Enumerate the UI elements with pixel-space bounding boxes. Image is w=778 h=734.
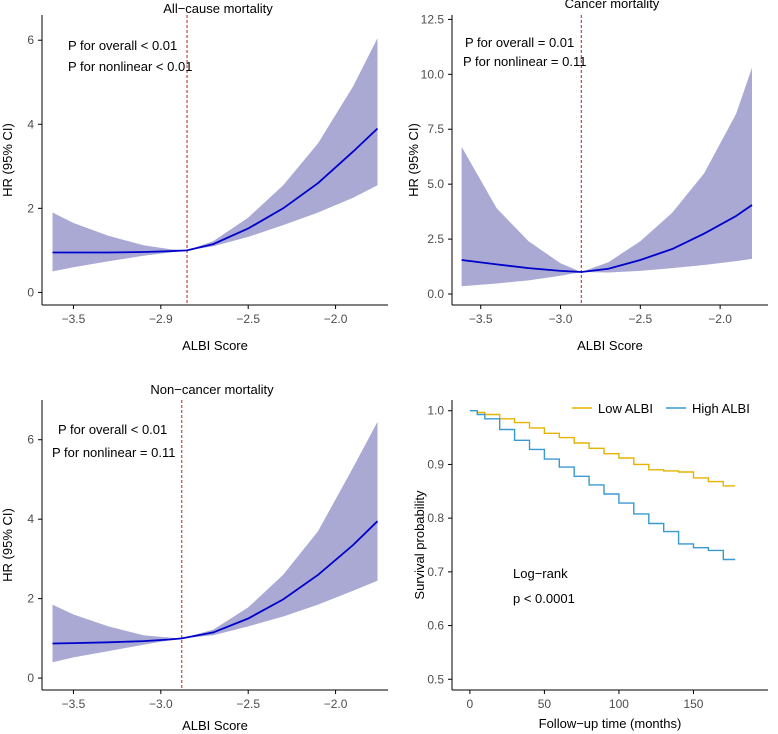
x-tick-label: −3.5 [62,312,86,326]
x-tick-label: −2.0 [708,312,732,326]
chart-cancer: −3.5 −3.0 −2.5 −2.0 0.0 2.5 5.0 7.5 10.0 12.5 ALBI… [406,0,768,353]
km-curve-1 [469,410,736,561]
y-tick-label: 2 [27,592,34,606]
x-tick-label: −3.5 [62,697,86,711]
y-tick-label: 2 [27,201,34,215]
y-tick-label: 0.6 [427,619,444,633]
annotation: P for overall = 0.01 [465,35,574,50]
annotation: P for nonlinear = 0.11 [463,54,586,69]
y-axis-label: HR (95% CI) [0,508,15,582]
y-tick-label: 0 [27,671,34,685]
y-tick-label: 0.0 [427,287,444,301]
x-tick-label: 0 [467,697,474,711]
y-tick-label: 4 [27,117,34,131]
y-tick-label: 0.5 [427,672,444,686]
x-tick-label: −2.9 [149,312,173,326]
hr-curve [52,520,379,645]
y-tick-label: 0.8 [427,511,444,525]
chart-all_cause: −3.5 −2.9 −2.5 −2.0 0 2 4 6 ALBI Score HR (95% CI… [0,1,388,353]
confidence-band [52,38,378,272]
x-tick-label: 100 [609,697,629,711]
x-tick-label: −3.0 [549,312,573,326]
chart-km: 0 50 100 150 0.5 0.6 0.7 0.8 0.9 1.0 Follow−up tim… [412,400,768,731]
x-tick-label: −2.5 [628,312,652,326]
confidence-band [461,67,752,287]
chart-title: Cancer mortality [565,0,660,11]
annotation: P for overall < 0.01 [68,38,177,53]
x-tick-label: 50 [538,697,552,711]
legend-label: Low ALBI [598,401,653,416]
y-tick-label: 0 [27,285,34,299]
x-tick-label: −2.0 [324,697,348,711]
y-tick-label: 10.0 [421,67,445,81]
y-axis-label: HR (95% CI) [406,123,421,197]
y-tick-label: 0.9 [427,457,444,471]
hr-curve [52,127,379,254]
annotation: P for overall < 0.01 [58,422,167,437]
chart-non_cancer: −3.5 −3.0 −2.5 −2.0 0 2 4 6 ALBI Score HR (95% CI… [0,382,388,733]
x-tick-label: −3.5 [469,312,493,326]
km-curve-0 [469,410,736,487]
x-tick-label: −2.5 [236,312,260,326]
y-tick-label: 5.0 [427,177,444,191]
y-tick-label: 4 [27,512,34,526]
y-tick-label: 6 [27,433,34,447]
y-tick-label: 2.5 [427,232,444,246]
y-tick-label: 0.7 [427,565,444,579]
y-tick-label: 7.5 [427,122,444,136]
x-tick-label: −3.0 [149,697,173,711]
y-tick-label: 12.5 [421,12,445,26]
annotation: P for nonlinear < 0.01 [68,59,192,74]
y-axis-label: Survival probability [412,490,427,600]
annotation: p < 0.0001 [513,591,575,606]
confidence-band [52,421,378,663]
annotation: P for nonlinear = 0.11 [52,445,175,460]
x-axis-label: ALBI Score [182,338,248,353]
y-axis-label: HR (95% CI) [0,123,15,197]
annotation: Log−rank [513,566,568,581]
x-axis-label: ALBI Score [577,338,643,353]
y-tick-label: 1.0 [427,404,444,418]
chart-title: All−cause mortality [163,1,273,16]
hr-curve [461,204,753,273]
x-axis-label: ALBI Score [182,718,248,733]
x-tick-label: −2.5 [236,697,260,711]
x-tick-label: −2.0 [324,312,348,326]
y-tick-label: 6 [27,33,34,47]
x-tick-label: 150 [683,697,703,711]
x-axis-label: Follow−up time (months) [539,716,682,731]
legend-label: High ALBI [692,401,750,416]
chart-title: Non−cancer mortality [150,382,274,397]
